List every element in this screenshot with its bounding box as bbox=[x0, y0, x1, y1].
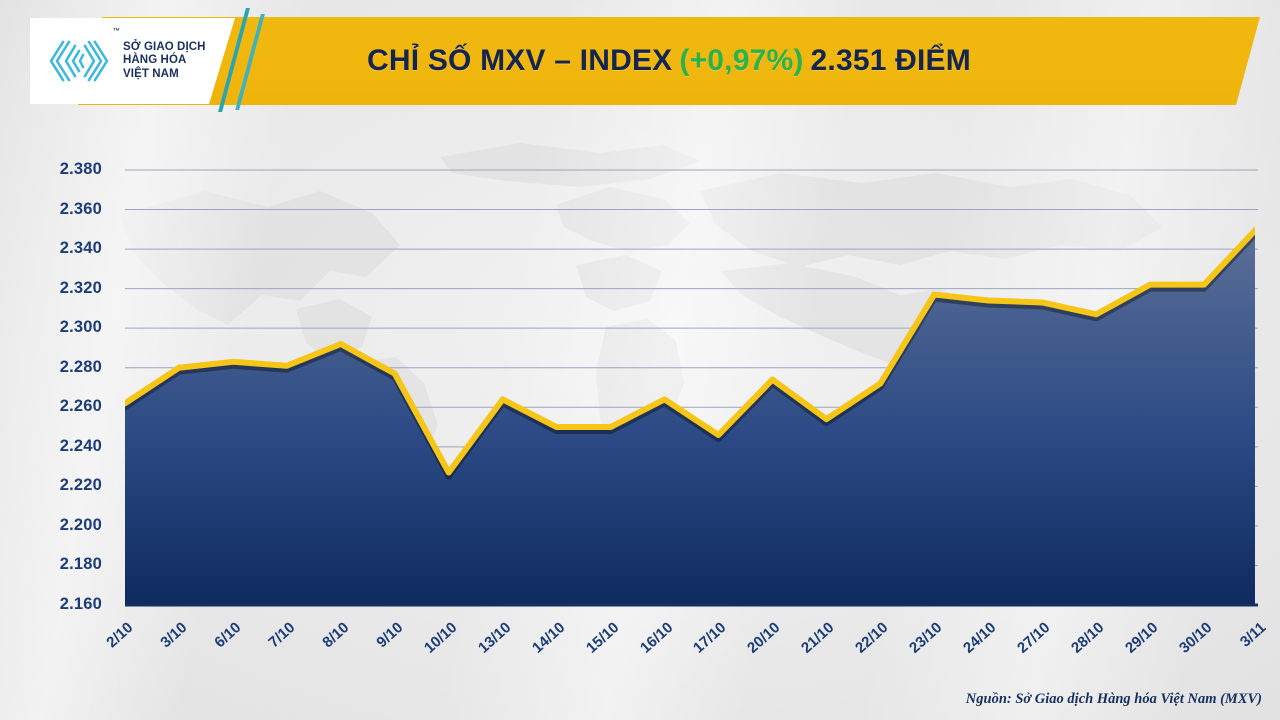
banner-background bbox=[78, 17, 1260, 105]
y-axis-tick-label: 2.300 bbox=[59, 318, 102, 337]
mxv-index-area-chart bbox=[125, 169, 1258, 607]
logo-card: ™ SỞ GIAO DỊCH HÀNG HÓA VIỆT NAM bbox=[30, 18, 235, 104]
header-banner: ™ SỞ GIAO DỊCH HÀNG HÓA VIỆT NAM CHỈ SỐ … bbox=[0, 0, 1280, 120]
y-axis-tick-label: 2.180 bbox=[59, 555, 102, 574]
title-index-label: CHỈ SỐ MXV – INDEX bbox=[367, 44, 673, 77]
logo-line-2: HÀNG HÓA bbox=[123, 54, 187, 67]
y-axis-tick-label: 2.340 bbox=[59, 239, 102, 258]
y-axis-tick-label: 2.260 bbox=[59, 397, 102, 416]
y-axis-tick-label: 2.160 bbox=[59, 595, 102, 613]
chart-line bbox=[125, 226, 1255, 476]
title-change-percent: (+0,97%) bbox=[679, 44, 804, 77]
trademark-symbol: ™ bbox=[113, 28, 120, 35]
logo-line-3: VIỆT NAM bbox=[123, 67, 179, 80]
title-points-value: 2.351 ĐIỂM bbox=[810, 44, 971, 77]
y-axis-tick-label: 2.240 bbox=[59, 436, 102, 455]
page-title: CHỈ SỐ MXV – INDEX (+0,97%) 2.351 ĐIỂM bbox=[78, 17, 1260, 105]
y-axis-tick-label: 2.280 bbox=[59, 357, 102, 376]
y-axis-tick-label: 2.200 bbox=[59, 515, 102, 534]
mxv-logo-mark-icon bbox=[48, 39, 110, 83]
y-axis-tick-label: 2.360 bbox=[59, 199, 102, 218]
chart-area: 2.380 2.360 2.340 2.320 2.300 2.280 2.260 2.240… bbox=[0, 120, 1280, 720]
source-attribution: Nguồn: Sở Giao dịch Hàng hóa Việt Nam (M… bbox=[965, 691, 1262, 707]
y-axis-tick-label: 2.220 bbox=[59, 476, 102, 495]
y-axis-tick-label: 2.380 bbox=[59, 160, 102, 178]
logo-line-1: SỞ GIAO DỊCH bbox=[123, 40, 206, 53]
chart-line-shadow bbox=[125, 230, 1255, 480]
y-axis-tick-label: 2.320 bbox=[59, 278, 102, 297]
logo-wordmark: SỞ GIAO DỊCH HÀNG HÓA VIỆT NAM bbox=[123, 41, 206, 82]
